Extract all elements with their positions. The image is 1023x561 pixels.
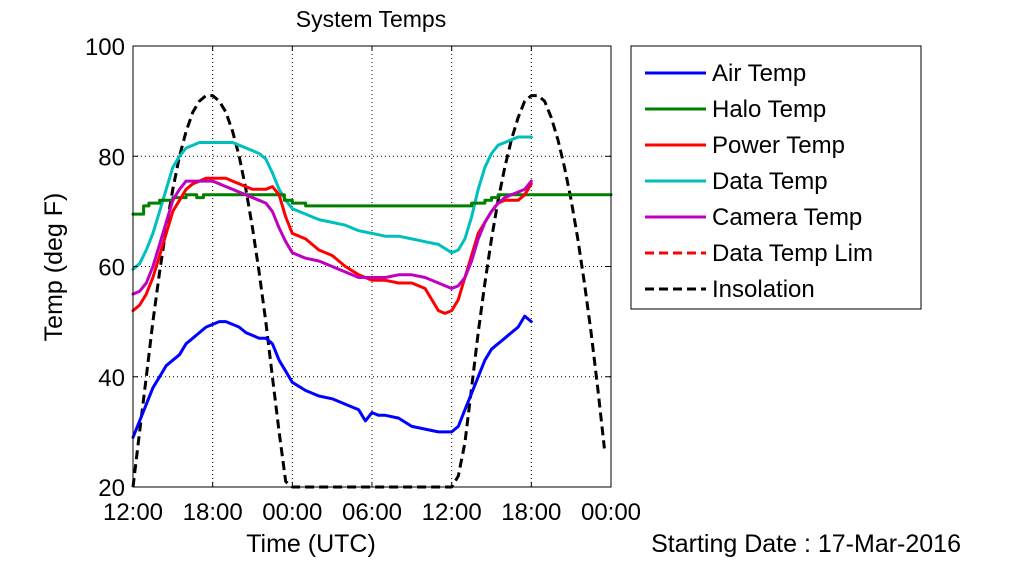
gridlines (133, 46, 611, 487)
y-tick-label: 80 (98, 144, 125, 171)
y-tick-label: 40 (98, 365, 125, 392)
x-tick-label: 12:00 (103, 499, 163, 526)
legend-label-power-temp: Power Temp (712, 132, 845, 159)
legend-label-air-temp: Air Temp (712, 60, 806, 87)
y-tick-label: 100 (85, 34, 125, 61)
y-axis-label: Temp (deg F) (40, 193, 68, 342)
legend-label-insolation: Insolation (712, 276, 815, 303)
x-tick-label: 06:00 (342, 499, 402, 526)
legend-label-data-temp-lim: Data Temp Lim (712, 240, 873, 267)
series-line-data-temp (131, 135, 533, 271)
x-axis-label: Time (UTC) (246, 530, 376, 558)
y-tick-label: 60 (98, 255, 125, 282)
legend-label-halo-temp: Halo Temp (712, 96, 826, 123)
starting-date-note: Starting Date : 17-Mar-2016 (651, 530, 961, 558)
y-tick-label: 20 (98, 475, 125, 502)
x-tick-label: 00:00 (581, 499, 641, 526)
series-line-power-temp (131, 176, 533, 315)
x-tick-label: 18:00 (501, 499, 561, 526)
legend-box (630, 45, 922, 310)
y-axis-ticks: 20 40 60 80 100 (85, 34, 611, 502)
x-tick-label: 00:00 (262, 499, 322, 526)
chart-title: System Temps (296, 6, 446, 32)
series-line-air-temp (131, 314, 533, 439)
series-line-camera-temp (131, 179, 533, 296)
legend-label-camera-temp: Camera Temp (712, 204, 862, 231)
x-tick-label: 18:00 (183, 499, 243, 526)
x-axis-ticks: 12:00 18:00 00:00 06:00 12:00 18:00 00:00 (103, 46, 641, 526)
x-tick-label: 12:00 (422, 499, 482, 526)
legend-label-data-temp: Data Temp (712, 168, 828, 195)
legend: Air Temp Halo Temp Power Temp Data Temp Came… (630, 45, 922, 310)
